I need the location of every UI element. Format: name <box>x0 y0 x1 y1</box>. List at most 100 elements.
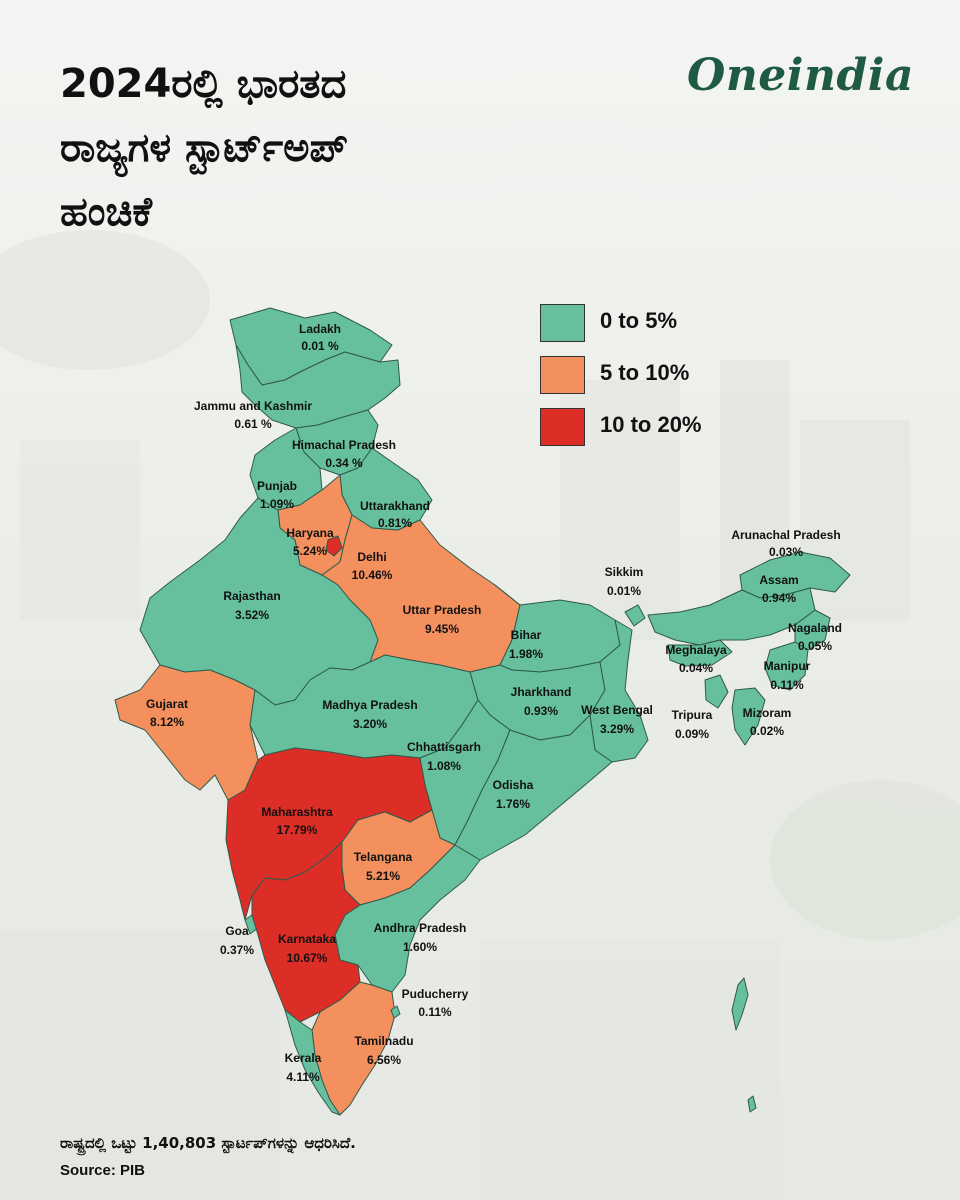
legend-item-low: 0 to 5% <box>540 302 760 354</box>
label-delhi-value: 10.46% <box>352 568 393 582</box>
label-chhattisgarh-name: Chhattisgarh <box>407 740 481 754</box>
label-bihar-name: Bihar <box>511 628 542 642</box>
label-madhya-pradesh-value: 3.20% <box>353 717 387 731</box>
state-manipur <box>764 641 809 691</box>
label-rajasthan-name: Rajasthan <box>223 589 280 603</box>
label-gujarat-value: 8.12% <box>150 715 184 729</box>
legend-swatch-high <box>540 408 585 446</box>
legend-item-high: 10 to 20% <box>540 406 760 458</box>
label-telangana-name: Telangana <box>354 850 413 864</box>
label-tripura-name: Tripura <box>672 708 713 722</box>
state-jammu-kashmir <box>235 344 401 429</box>
label-uttarakhand-name: Uttarakhand <box>360 499 430 513</box>
state-meghalaya <box>667 639 733 667</box>
label-goa-value: 0.37% <box>220 943 254 957</box>
label-bihar-value: 1.98% <box>509 647 543 661</box>
label-ladakh-value: 0.01 % <box>301 339 339 353</box>
legend-label-low: 0 to 5% <box>600 308 678 333</box>
label-puducherry-name: Puducherry <box>402 987 469 1001</box>
label-mizoram-value: 0.02% <box>750 724 784 738</box>
state-west-bengal <box>589 619 649 763</box>
label-assam-name: Assam <box>759 573 798 587</box>
label-tripura-value: 0.09% <box>675 727 709 741</box>
label-sikkim-name: Sikkim <box>605 565 644 579</box>
label-arunachal-pradesh-name: Arunachal Pradesh <box>731 528 840 542</box>
label-west-bengal-name: West Bengal <box>581 703 653 717</box>
label-uttarakhand-value: 0.81% <box>378 516 412 530</box>
state-andaman-islands <box>731 977 749 1031</box>
brand-logo: Oneindia <box>686 50 914 101</box>
title-line-3: ಹಂಚಿಕೆ <box>60 189 152 235</box>
label-mizoram-name: Mizoram <box>743 706 792 720</box>
label-uttar-pradesh-value: 9.45% <box>425 622 459 636</box>
label-uttar-pradesh-name: Uttar Pradesh <box>403 603 482 617</box>
label-jammu-kashmir-value: 0.61 % <box>234 417 272 431</box>
label-delhi-name: Delhi <box>357 550 386 564</box>
label-ladakh-name: Ladakh <box>299 322 341 336</box>
label-gujarat-name: Gujarat <box>146 697 188 711</box>
label-jharkhand-name: Jharkhand <box>511 685 572 699</box>
label-kerala-value: 4.11% <box>286 1070 320 1084</box>
legend-item-mid: 5 to 10% <box>540 354 760 406</box>
state-nicobar-islands <box>747 1095 757 1113</box>
legend-swatch-mid <box>540 356 585 394</box>
label-west-bengal-value: 3.29% <box>600 722 634 736</box>
footer-note: ರಾಷ್ಟ್ರದಲ್ಲಿ ಒಟ್ಟು 1,40,803 ಸ್ಟಾರ್ಟಪ್‌ಗಳ… <box>60 1134 356 1152</box>
label-punjab-name: Punjab <box>257 479 297 493</box>
state-kerala <box>284 1009 341 1116</box>
footer-source: Source: PIB <box>60 1162 146 1179</box>
label-meghalaya-value: 0.04% <box>679 661 713 675</box>
label-meghalaya-name: Meghalaya <box>665 643 727 657</box>
label-madhya-pradesh-name: Madhya Pradesh <box>322 698 417 712</box>
label-punjab-value: 1.09% <box>260 497 294 511</box>
state-karnataka <box>251 841 361 1023</box>
label-himachal-pradesh-value: 0.34 % <box>325 456 363 470</box>
label-sikkim-value: 0.01% <box>607 584 641 598</box>
label-maharashtra-name: Maharashtra <box>261 805 333 819</box>
state-sikkim <box>624 604 646 627</box>
state-andhra-pradesh <box>334 844 481 993</box>
label-goa-name: Goa <box>225 924 249 938</box>
state-mizoram <box>731 687 766 746</box>
label-nagaland-value: 0.05% <box>798 639 832 653</box>
label-rajasthan-value: 3.52% <box>235 608 269 622</box>
label-haryana-value: 5.24% <box>293 544 327 558</box>
label-arunachal-pradesh-value: 0.03% <box>769 545 803 559</box>
label-puducherry-value: 0.11% <box>418 1005 452 1019</box>
page-title: 2024ರಲ್ಲಿ ಭಾರತದ ರಾಜ್ಯಗಳ ಸ್ಟಾರ್ಟ್‌ಅಪ್ ಹಂಚ… <box>60 52 620 244</box>
state-gujarat <box>114 664 259 801</box>
label-kerala-name: Kerala <box>285 1051 322 1065</box>
label-karnataka-value: 10.67% <box>287 951 328 965</box>
label-andhra-pradesh-value: 1.60% <box>403 940 437 954</box>
legend: 0 to 5% 5 to 10% 10 to 20% <box>540 302 760 458</box>
label-tamilnadu-value: 6.56% <box>367 1053 401 1067</box>
label-chhattisgarh-value: 1.08% <box>427 759 461 773</box>
state-labels: Ladakh 0.01 % Jammu and Kashmir 0.61 % H… <box>146 322 842 1084</box>
legend-label-mid: 5 to 10% <box>600 360 690 385</box>
label-odisha-name: Odisha <box>493 778 534 792</box>
state-odisha <box>454 714 613 861</box>
label-odisha-value: 1.76% <box>496 797 530 811</box>
label-nagaland-name: Nagaland <box>788 621 842 635</box>
legend-label-high: 10 to 20% <box>600 412 702 437</box>
label-haryana-name: Haryana <box>286 526 334 540</box>
label-karnataka-name: Karnataka <box>278 932 336 946</box>
label-andhra-pradesh-name: Andhra Pradesh <box>374 921 467 935</box>
label-manipur-value: 0.11% <box>770 678 804 692</box>
state-tripura <box>704 674 729 709</box>
label-assam-value: 0.94% <box>762 591 796 605</box>
label-jammu-kashmir-name: Jammu and Kashmir <box>194 399 312 413</box>
label-telangana-value: 5.21% <box>366 869 400 883</box>
label-manipur-name: Manipur <box>764 659 811 673</box>
title-line-2: ರಾಜ್ಯಗಳ ಸ್ಟಾರ್ಟ್‌ಅಪ್ <box>60 125 349 171</box>
label-tamilnadu-name: Tamilnadu <box>354 1034 413 1048</box>
label-maharashtra-value: 17.79% <box>277 823 318 837</box>
legend-swatch-low <box>540 304 585 342</box>
label-himachal-pradesh-name: Himachal Pradesh <box>292 438 396 452</box>
title-line-1: 2024ರಲ್ಲಿ ಭಾರತದ <box>60 61 347 107</box>
label-jharkhand-value: 0.93% <box>524 704 558 718</box>
state-delhi <box>325 535 343 557</box>
